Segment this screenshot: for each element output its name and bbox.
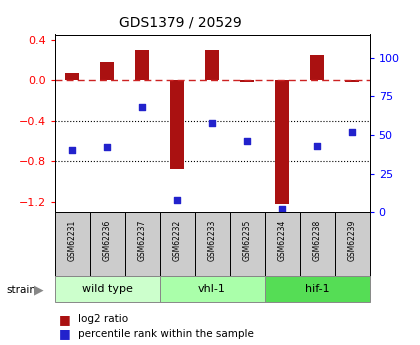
Bar: [89, 212, 125, 276]
Bar: [100, 62, 114, 80]
Bar: [240, 80, 254, 82]
Point: [349, 129, 355, 135]
Bar: [160, 276, 265, 302]
Text: ■: ■: [59, 313, 71, 326]
Text: GDS1379 / 20529: GDS1379 / 20529: [119, 16, 242, 30]
Text: GSM62238: GSM62238: [312, 220, 322, 261]
Text: GSM62234: GSM62234: [278, 220, 286, 261]
Bar: [65, 73, 79, 80]
Text: strain: strain: [6, 285, 36, 295]
Text: vhl-1: vhl-1: [198, 284, 226, 294]
Point: [174, 197, 181, 203]
Bar: [55, 212, 89, 276]
Text: GSM62239: GSM62239: [348, 220, 357, 261]
Point: [69, 148, 76, 153]
Text: GSM62235: GSM62235: [243, 220, 252, 261]
Text: log2 ratio: log2 ratio: [78, 314, 128, 324]
Point: [314, 143, 320, 148]
Text: hif-1: hif-1: [305, 284, 329, 294]
Bar: [265, 276, 370, 302]
Point: [209, 120, 215, 125]
Bar: [230, 212, 265, 276]
Point: [104, 145, 110, 150]
Point: [139, 104, 145, 110]
Bar: [160, 212, 194, 276]
Text: GSM62237: GSM62237: [138, 220, 147, 261]
Text: wild type: wild type: [81, 284, 133, 294]
Text: GSM62233: GSM62233: [207, 220, 217, 261]
Bar: [194, 212, 230, 276]
Bar: [265, 212, 299, 276]
Bar: [205, 50, 219, 80]
Text: percentile rank within the sample: percentile rank within the sample: [78, 329, 254, 339]
Bar: [55, 276, 160, 302]
Point: [279, 206, 286, 212]
Text: ▶: ▶: [34, 283, 44, 296]
Text: GSM62232: GSM62232: [173, 220, 181, 261]
Bar: [335, 212, 370, 276]
Bar: [310, 55, 324, 80]
Bar: [345, 80, 359, 82]
Text: ■: ■: [59, 327, 71, 341]
Bar: [299, 212, 335, 276]
Bar: [170, 80, 184, 168]
Bar: [135, 50, 149, 80]
Bar: [275, 80, 289, 204]
Text: GSM62236: GSM62236: [102, 220, 112, 261]
Text: GSM62231: GSM62231: [68, 220, 76, 261]
Bar: [125, 212, 160, 276]
Point: [244, 138, 250, 144]
